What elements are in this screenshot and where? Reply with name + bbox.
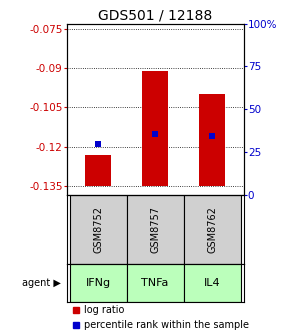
Text: percentile rank within the sample: percentile rank within the sample	[84, 320, 249, 330]
Text: log ratio: log ratio	[84, 305, 125, 315]
Text: TNFa: TNFa	[142, 278, 169, 288]
Text: IL4: IL4	[204, 278, 220, 288]
Bar	[200, 94, 225, 186]
Bar	[142, 71, 168, 186]
Text: GSM8762: GSM8762	[207, 206, 217, 253]
Text: agent ▶: agent ▶	[22, 278, 61, 288]
Bar	[127, 195, 184, 264]
Bar	[184, 195, 241, 264]
Title: GDS501 / 12188: GDS501 / 12188	[98, 8, 212, 23]
Text: IFNg: IFNg	[86, 278, 111, 288]
Text: GSM8757: GSM8757	[150, 206, 160, 253]
Bar	[127, 264, 184, 302]
Bar	[85, 155, 111, 186]
Bar	[70, 195, 127, 264]
Bar	[70, 264, 127, 302]
Text: GSM8752: GSM8752	[93, 206, 103, 253]
Bar	[184, 264, 241, 302]
